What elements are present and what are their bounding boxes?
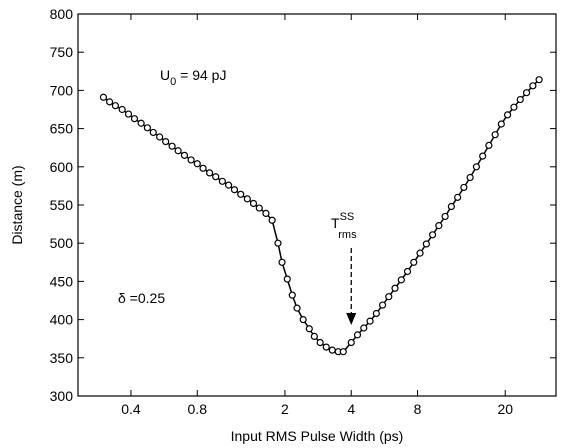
marker <box>310 332 318 341</box>
marker <box>262 209 270 218</box>
marker <box>460 183 468 192</box>
marker <box>435 222 443 230</box>
marker <box>162 137 170 146</box>
marker <box>118 105 126 114</box>
y-tick-label: 700 <box>50 82 74 98</box>
marker <box>472 163 481 171</box>
x-tick-label: 0.8 <box>188 401 208 417</box>
marker <box>218 177 226 185</box>
marker <box>180 151 189 159</box>
marker <box>224 181 233 189</box>
marker <box>249 199 258 208</box>
marker <box>255 204 263 212</box>
marker <box>522 89 531 97</box>
marker <box>447 202 455 211</box>
marker <box>479 152 487 160</box>
marker <box>230 186 239 194</box>
marker <box>299 316 307 324</box>
marker <box>516 95 524 104</box>
y-tick-label: 600 <box>50 159 74 175</box>
marker <box>454 193 462 201</box>
marker <box>316 338 324 347</box>
marker <box>205 169 214 177</box>
marker <box>339 348 347 356</box>
marker <box>149 128 157 137</box>
y-tick-label: 550 <box>50 197 74 213</box>
marker <box>360 324 368 332</box>
annotation: δ =0.25 <box>118 290 165 306</box>
annotation: TSS rms <box>331 211 357 241</box>
y-tick-label: 400 <box>50 312 74 328</box>
marker <box>497 120 505 128</box>
marker <box>441 212 449 221</box>
marker <box>278 258 286 266</box>
marker <box>174 147 182 155</box>
y-tick-label: 500 <box>50 235 74 251</box>
marker <box>237 190 245 198</box>
x-tick-label: 4 <box>347 401 355 417</box>
marker <box>529 82 537 90</box>
x-tick-label: 8 <box>414 401 422 417</box>
marker <box>535 76 543 84</box>
marker <box>366 317 374 325</box>
marker <box>305 325 313 333</box>
marker <box>428 231 437 239</box>
annotation-arrowhead <box>346 312 357 325</box>
x-tick-label: 2 <box>281 401 289 417</box>
marker <box>322 343 330 351</box>
marker <box>328 346 336 354</box>
marker <box>510 103 518 111</box>
marker <box>353 331 362 339</box>
y-tick-label: 750 <box>50 44 74 60</box>
marker <box>137 119 145 127</box>
marker <box>466 173 474 182</box>
marker <box>391 284 399 292</box>
marker <box>416 249 424 257</box>
y-tick-label: 450 <box>50 273 74 289</box>
marker <box>274 239 282 247</box>
marker <box>99 93 108 101</box>
y-tick-label: 300 <box>50 388 74 404</box>
marker <box>403 267 412 276</box>
marker <box>124 110 133 118</box>
x-axis-label: Input RMS Pulse Width (ps) <box>231 428 404 444</box>
marker <box>372 309 380 318</box>
marker <box>283 275 291 283</box>
marker <box>422 240 430 248</box>
marker <box>491 131 499 139</box>
marker <box>268 216 276 224</box>
marker <box>288 291 296 299</box>
marker <box>156 133 164 141</box>
marker <box>187 156 195 164</box>
marker <box>410 258 418 266</box>
annotation: U0 = 94 pJ <box>160 67 226 88</box>
marker <box>168 142 176 150</box>
marker <box>503 111 512 119</box>
x-tick-label: 20 <box>497 401 513 417</box>
y-tick-label: 350 <box>50 350 74 366</box>
line <box>102 79 540 353</box>
y-tick-label: 800 <box>50 6 74 22</box>
marker <box>143 124 151 132</box>
marker <box>485 141 493 150</box>
marker <box>347 338 355 347</box>
marker <box>193 160 201 168</box>
marker <box>111 102 119 110</box>
marker <box>293 304 301 312</box>
marker <box>397 276 405 284</box>
marker <box>385 293 393 301</box>
marker <box>105 98 114 106</box>
marker <box>130 115 139 123</box>
marker <box>378 301 387 309</box>
y-axis-label: Distance (m) <box>9 165 25 244</box>
x-tick-label: 0.4 <box>121 401 141 417</box>
marker <box>212 173 220 181</box>
y-tick-label: 650 <box>50 121 74 137</box>
marker <box>199 164 207 172</box>
marker <box>243 195 251 203</box>
